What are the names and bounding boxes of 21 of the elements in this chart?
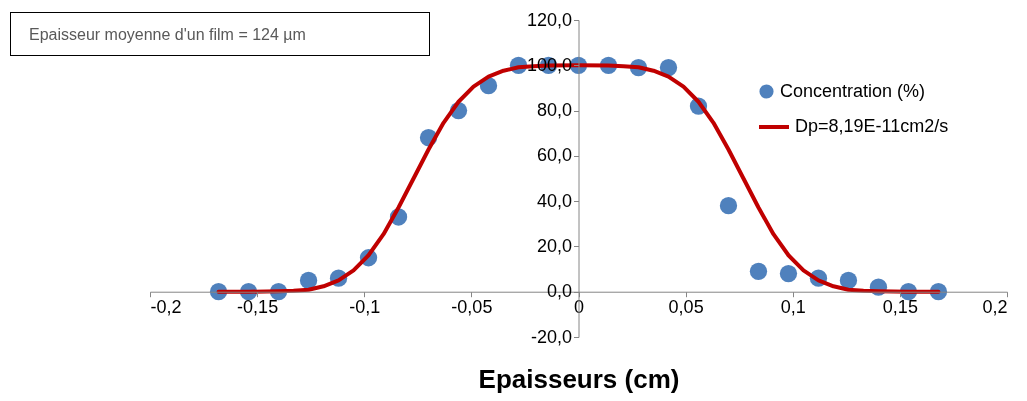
legend-label: Concentration (%) xyxy=(780,80,926,101)
y-tick-label: 60,0 xyxy=(536,145,572,166)
y-tick-label: 100,0 xyxy=(526,54,572,75)
y-tick-label: 20,0 xyxy=(536,235,572,256)
x-tick-label: 0,1 xyxy=(780,297,806,318)
x-tick-label: 0,2 xyxy=(982,297,1008,318)
x-tick-label: -0,1 xyxy=(349,297,381,318)
y-tick-label: -20,0 xyxy=(530,326,572,347)
y-tick-label: 0,0 xyxy=(546,281,572,302)
x-tick-label: -0,15 xyxy=(237,297,279,318)
x-tick-label: 0 xyxy=(573,297,585,318)
y-tick-label: 40,0 xyxy=(536,190,572,211)
y-tick-label: 80,0 xyxy=(536,100,572,121)
annotation: Epaisseur moyenne d'un film = 124 µm xyxy=(10,12,430,56)
x-tick-label: -0,05 xyxy=(451,297,493,318)
legend-label: Dp=8,19E-11cm2/s xyxy=(795,116,949,136)
x-tick-label: 0,15 xyxy=(882,297,918,318)
x-tick-label: -0,2 xyxy=(150,297,182,318)
y-tick-label: 120,0 xyxy=(526,9,572,30)
x-axis-title: Epaisseurs (cm) xyxy=(478,364,680,395)
x-tick-label: 0,05 xyxy=(668,297,704,318)
